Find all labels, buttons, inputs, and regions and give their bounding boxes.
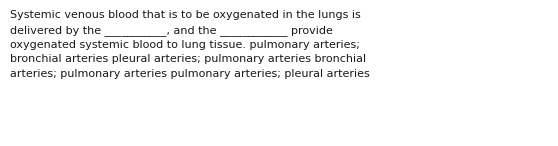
Text: Systemic venous blood that is to be oxygenated in the lungs is
delivered by the : Systemic venous blood that is to be oxyg… — [10, 10, 370, 79]
